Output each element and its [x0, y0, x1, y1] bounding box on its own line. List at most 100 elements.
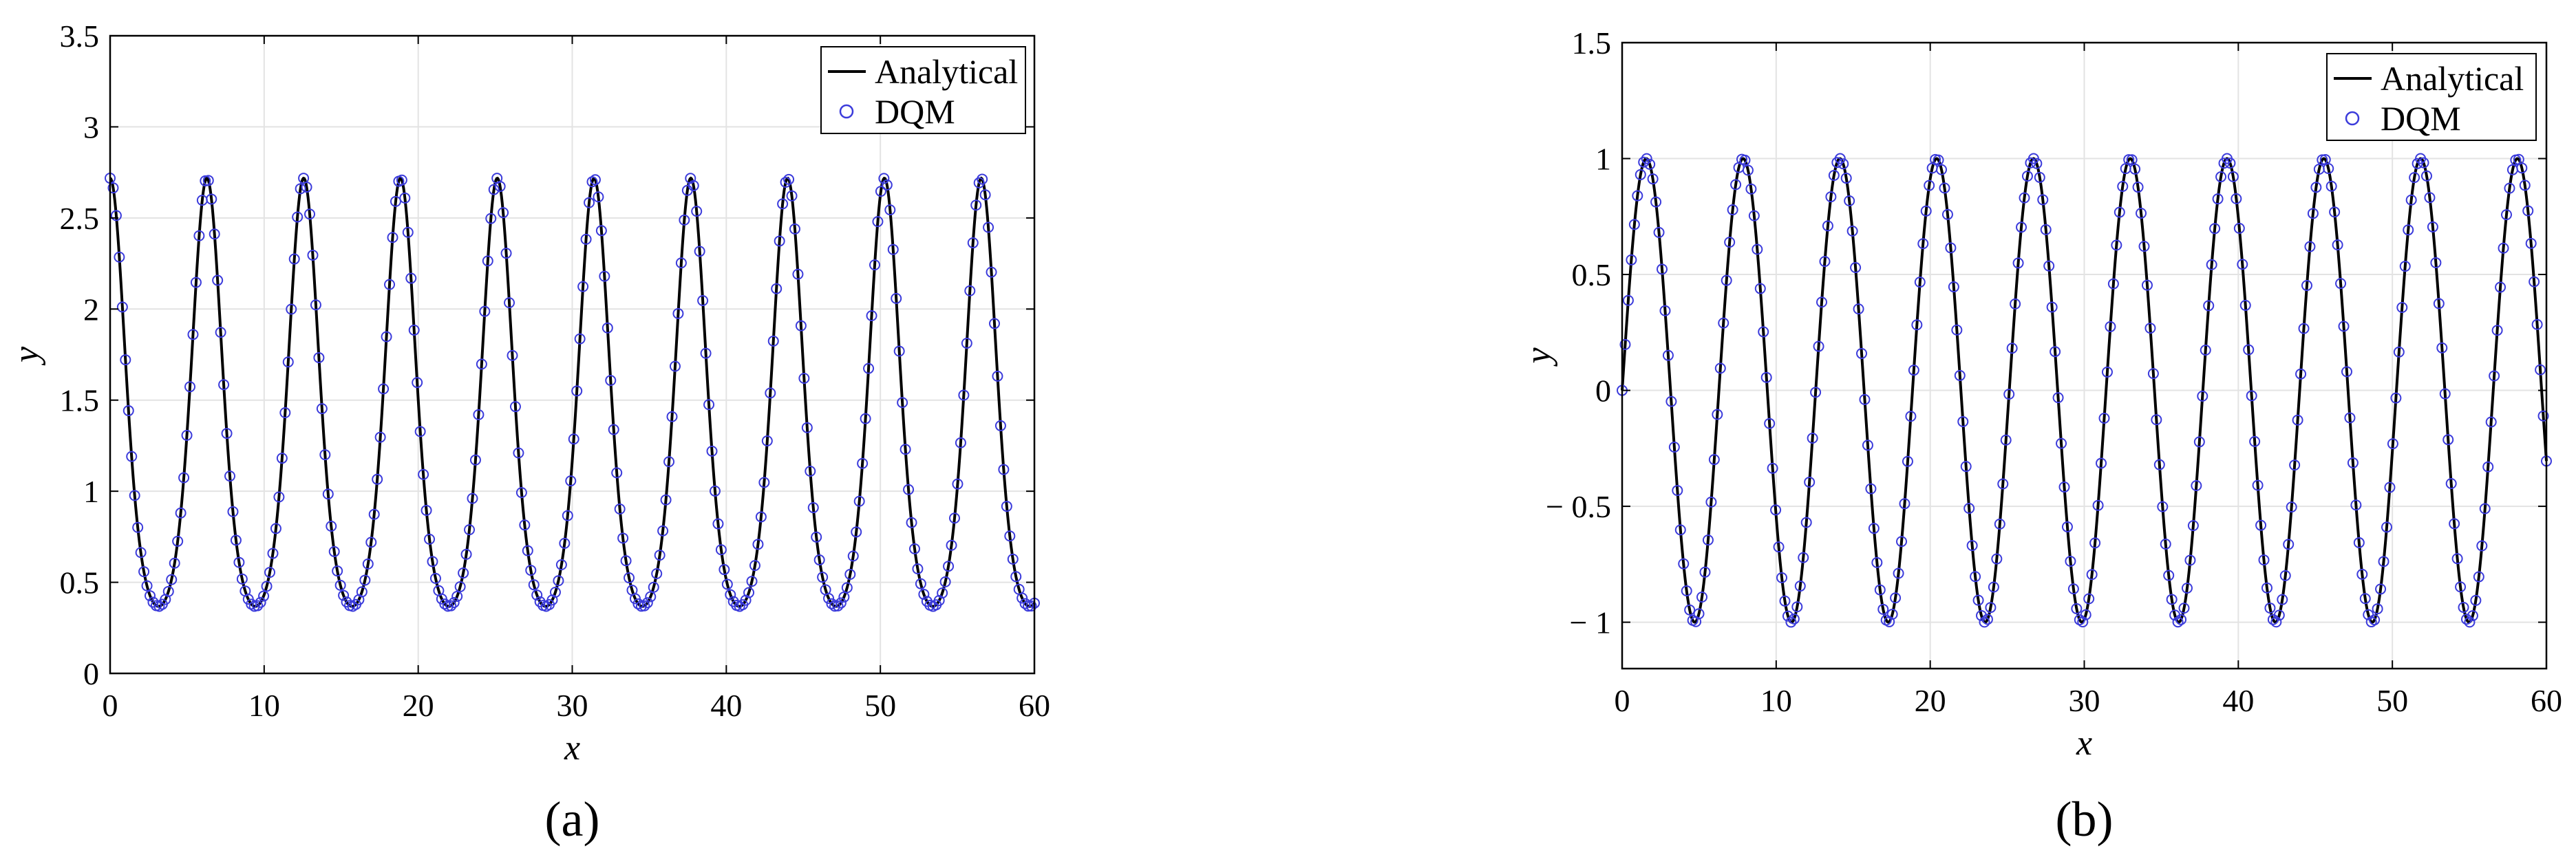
chart-panel-b: 0 10 20 30 40 50 60 − 1 − 0.5 0 0.5 1 1.5 x y Analytica… — [1519, 25, 2562, 847]
data-point — [1668, 442, 1680, 453]
data-point — [2369, 614, 2381, 626]
data-point — [2359, 593, 2371, 605]
data-point — [261, 581, 273, 592]
data-point — [2289, 459, 2301, 471]
data-point — [2504, 182, 2515, 194]
data-point — [2498, 242, 2509, 254]
data-point — [937, 587, 948, 599]
data-point — [875, 186, 886, 197]
data-point — [1838, 158, 1849, 170]
data-point — [135, 547, 147, 559]
y-tick-label: 1 — [1595, 142, 1611, 177]
data-point — [805, 466, 816, 477]
data-point — [509, 401, 521, 413]
data-point — [1988, 581, 1999, 593]
data-point — [657, 525, 669, 537]
data-point — [703, 399, 715, 411]
data-point — [206, 193, 217, 205]
data-point — [2006, 343, 2018, 354]
data-point — [614, 504, 626, 515]
legend-label: DQM — [875, 92, 955, 131]
data-point — [2061, 521, 2073, 532]
data-point — [236, 573, 248, 585]
data-point — [869, 259, 880, 271]
data-point — [752, 539, 764, 550]
data-point — [2016, 221, 2027, 233]
data-point — [860, 413, 871, 424]
data-point — [1696, 592, 1708, 603]
data-point — [639, 600, 650, 611]
data-point — [2252, 479, 2264, 491]
data-point — [2037, 194, 2049, 206]
data-point — [2522, 205, 2534, 217]
data-point — [2147, 368, 2159, 380]
data-point — [992, 370, 1003, 382]
data-point — [1001, 501, 1012, 512]
data-point — [746, 576, 758, 587]
data-point — [421, 504, 432, 516]
data-point — [120, 354, 131, 366]
data-point — [2467, 610, 2478, 622]
data-point — [994, 420, 1006, 431]
data-point — [1856, 347, 1868, 359]
data-point — [565, 475, 577, 487]
data-point — [322, 488, 334, 500]
data-point — [1760, 371, 1772, 383]
data-point — [1699, 566, 1711, 578]
chart-panel-a: 0 10 20 30 40 50 60 0 0.5 1 1.5 2 2.5 3 3.5 x y Analytica… — [7, 19, 1050, 847]
data-point — [2175, 614, 2187, 625]
data-point — [1954, 369, 1966, 381]
data-point — [989, 318, 1000, 329]
legend-box — [820, 46, 1026, 134]
data-point — [2255, 519, 2267, 531]
series-line-analytical — [109, 176, 1036, 608]
data-point — [1764, 418, 1776, 429]
data-point — [602, 322, 613, 334]
data-point — [2356, 568, 2368, 580]
data-point — [469, 454, 481, 466]
data-point — [2239, 299, 2251, 311]
x-tick-label: 50 — [864, 688, 896, 723]
data-point — [427, 556, 438, 567]
data-point — [2464, 616, 2476, 628]
data-point — [721, 578, 733, 590]
data-point — [2491, 325, 2503, 336]
x-tick-label: 30 — [557, 688, 588, 723]
data-point — [1730, 179, 1742, 191]
y-tick-label: 1 — [83, 474, 99, 509]
data-point — [903, 484, 915, 495]
data-point — [414, 426, 426, 437]
data-point — [571, 385, 583, 397]
data-point — [961, 338, 972, 349]
x-tick-label: 60 — [2531, 683, 2562, 718]
data-point — [221, 428, 233, 440]
data-point — [669, 360, 681, 372]
data-point — [2243, 344, 2255, 356]
data-point — [1724, 237, 1736, 248]
data-point — [1644, 158, 1656, 170]
data-point — [252, 600, 264, 611]
data-point — [1665, 396, 1677, 407]
data-point — [1007, 553, 1019, 565]
data-point — [1960, 461, 1972, 473]
data-point — [2231, 193, 2242, 204]
data-point — [553, 575, 564, 587]
data-point — [1705, 496, 1717, 508]
data-point — [2136, 207, 2147, 219]
legend-swatch-marker — [839, 104, 854, 119]
data-point — [356, 586, 368, 598]
data-point — [2347, 457, 2359, 468]
data-point — [2237, 259, 2248, 270]
data-point — [193, 230, 205, 241]
data-point — [2535, 364, 2546, 376]
x-tick-label: 60 — [1019, 688, 1050, 723]
data-point — [2298, 323, 2310, 334]
data-point — [1638, 156, 1650, 168]
data-point — [2058, 481, 2070, 493]
data-point — [282, 356, 294, 368]
x-tick-label: 20 — [1915, 683, 1946, 718]
data-point — [2482, 461, 2494, 473]
data-point — [218, 379, 230, 391]
data-point — [448, 597, 460, 609]
data-point — [378, 383, 390, 395]
